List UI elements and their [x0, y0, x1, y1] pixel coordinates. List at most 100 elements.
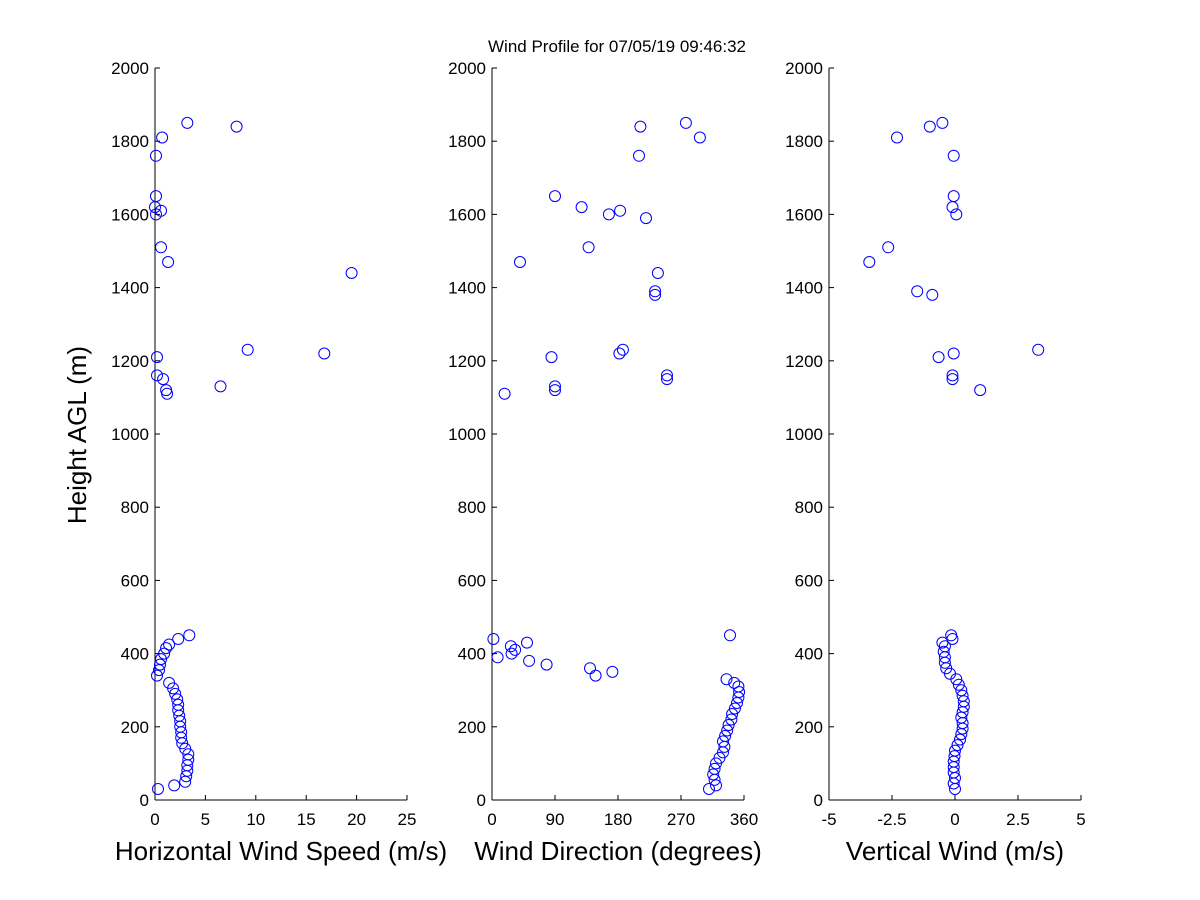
y-tick-label: 2000: [111, 59, 149, 78]
x-tick-label: -2.5: [877, 810, 906, 829]
y-tick-label: 1600: [111, 205, 149, 224]
data-point: [956, 689, 969, 702]
data-point: [719, 730, 732, 742]
data-point: [181, 116, 194, 129]
x-tick-label: 0: [150, 810, 159, 829]
data-point: [957, 695, 970, 708]
data-point: [950, 208, 963, 221]
data-point: [947, 190, 960, 203]
y-tick-label: 400: [795, 645, 823, 664]
data-point: [157, 373, 170, 386]
data-point: [955, 684, 968, 697]
y-tick-label: 1000: [785, 425, 823, 444]
y-tick-label: 1400: [785, 279, 823, 298]
y-tick-label: 1000: [111, 425, 149, 444]
y-tick-label: 0: [477, 791, 486, 810]
data-point: [549, 380, 561, 393]
data-point: [521, 636, 533, 649]
data-point: [163, 638, 176, 651]
y-tick-label: 1400: [111, 279, 149, 298]
data-point: [154, 658, 166, 671]
data-point: [156, 131, 169, 144]
data-point: [633, 149, 645, 162]
data-point: [171, 693, 184, 706]
data-point: [150, 190, 162, 203]
data-point: [179, 742, 192, 755]
data-point: [152, 783, 164, 795]
data-point: [732, 680, 745, 693]
x-axis-label: Vertical Wind (m/s): [846, 836, 1064, 866]
data-point: [937, 645, 950, 658]
data-point: [954, 733, 966, 746]
data-point: [661, 369, 673, 382]
data-point: [703, 783, 715, 795]
data-point: [183, 629, 196, 642]
y-tick-label: 600: [121, 571, 149, 590]
data-point: [498, 387, 511, 400]
data-point: [491, 651, 504, 664]
x-tick-label: 90: [546, 810, 565, 829]
data-point: [974, 384, 987, 397]
data-point: [151, 351, 163, 364]
data-point: [158, 647, 171, 660]
data-point: [150, 149, 162, 162]
data-point: [545, 351, 558, 364]
scatter-panel-1: 0 200 400 600 800 1000 1200 1400 1600 1800 2000 0 5 1…: [111, 59, 447, 866]
data-point: [182, 748, 195, 761]
data-point: [155, 204, 167, 217]
y-tick-label: 200: [458, 718, 486, 737]
x-tick-label: 15: [297, 810, 316, 829]
data-point: [911, 285, 924, 298]
y-tick-label: 1800: [111, 132, 149, 151]
data-point: [487, 633, 500, 645]
data-point: [318, 347, 331, 360]
data-point: [151, 669, 163, 682]
x-tick-label: 0: [950, 810, 959, 829]
data-point: [948, 750, 961, 763]
data-point: [172, 698, 185, 711]
x-tick-label: 5: [1076, 810, 1085, 829]
data-point: [168, 779, 181, 792]
data-point: [151, 369, 163, 382]
data-point: [947, 149, 960, 162]
y-tick-label: 600: [458, 571, 486, 590]
data-point: [649, 288, 662, 301]
figure-title: Wind Profile for 07/05/19 09:46:32: [488, 37, 746, 56]
x-axis-label: Wind Direction (degrees): [474, 836, 762, 866]
y-tick-label: 2000: [785, 59, 823, 78]
data-point: [549, 384, 561, 397]
y-tick-label: 1200: [448, 352, 486, 371]
y-tick-label: 200: [795, 718, 823, 737]
data-point: [945, 629, 958, 642]
data-point: [926, 288, 939, 301]
data-point: [155, 241, 167, 254]
data-point: [936, 116, 949, 129]
data-point: [575, 201, 588, 214]
data-point: [613, 347, 626, 360]
data-point: [1032, 343, 1045, 356]
y-tick-label: 400: [458, 645, 486, 664]
x-tick-label: 5: [201, 810, 210, 829]
y-tick-label: 400: [121, 645, 149, 664]
y-tick-label: 200: [121, 718, 149, 737]
data-point: [717, 735, 729, 748]
data-point: [160, 384, 173, 397]
data-point: [693, 131, 706, 144]
data-point: [509, 643, 522, 656]
data-point: [640, 212, 652, 225]
data-point: [721, 724, 734, 737]
y-tick-label: 1200: [785, 352, 823, 371]
x-tick-label: 10: [246, 810, 265, 829]
data-point: [540, 658, 553, 671]
data-point: [724, 629, 736, 642]
data-point: [951, 739, 964, 752]
data-point: [155, 653, 167, 666]
data-point: [946, 373, 959, 386]
y-tick-label: 0: [140, 791, 149, 810]
data-point: [949, 744, 961, 757]
scatter-panel-2: 0 200 400 600 800 1000 1200 1400 1600 1800 2000 0 90…: [448, 59, 762, 866]
y-tick-label: 2000: [448, 59, 486, 78]
data-point: [514, 256, 526, 268]
y-tick-label: 800: [458, 498, 486, 517]
